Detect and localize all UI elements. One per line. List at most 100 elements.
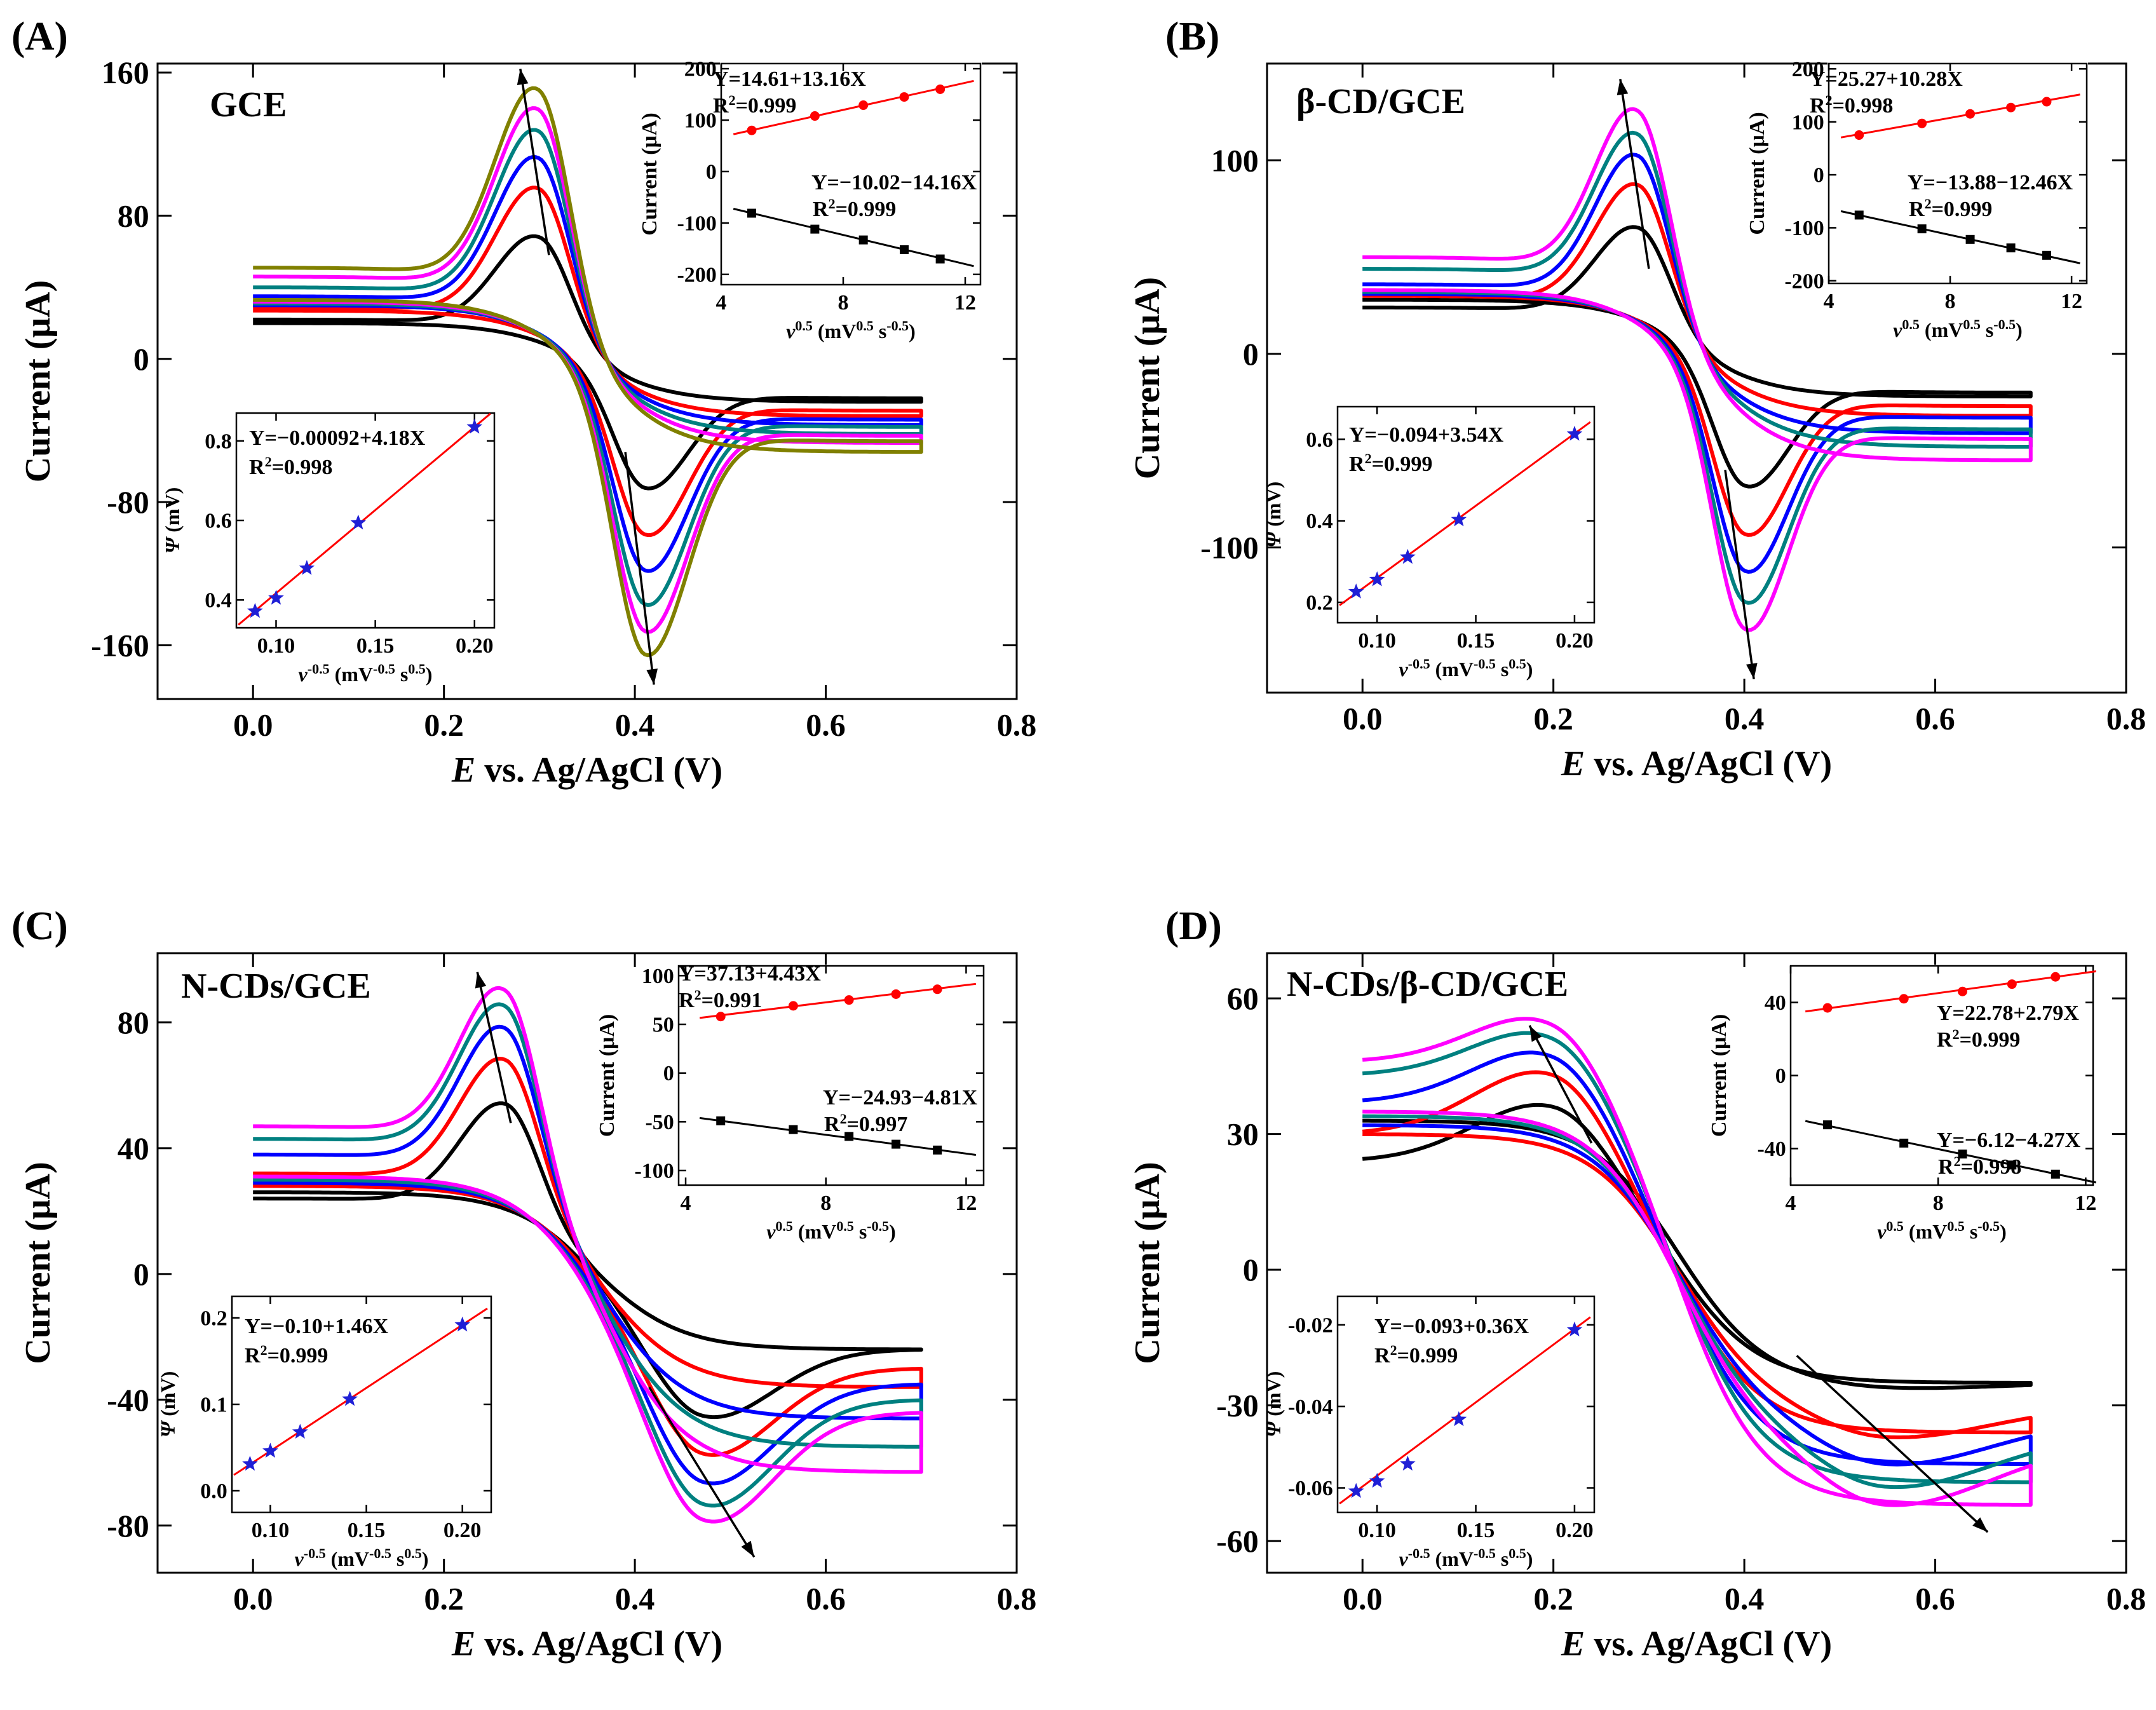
panel-c-inset-current-x-title-tail-sup: -0.5 xyxy=(867,1218,889,1234)
panel-d-inset-current-x-tick-label: 4 xyxy=(1786,1191,1796,1215)
panel-b-inset-current-anodic-point xyxy=(1854,130,1864,140)
panel-a-inset-psi-y-tick-label: 0.4 xyxy=(205,589,232,613)
panel-d-inset-current-y-title: Current (μA) xyxy=(1707,1014,1731,1137)
panel-d-inset-current-cathodic-point xyxy=(1823,1120,1833,1130)
panel-d-y-tick-label: -60 xyxy=(1216,1523,1259,1559)
panel-a-y-axis-title: Current (μA) xyxy=(18,280,58,482)
panel-b-inset-psi-y-tick-label: 0.6 xyxy=(1306,428,1333,452)
panel-c-inset-psi-point xyxy=(292,1423,308,1439)
panel-a-cathodic-arrow xyxy=(624,452,655,685)
panel-c-inset-psi-bg xyxy=(231,1295,492,1514)
panel-d-x-tick-label: 0.8 xyxy=(2106,1581,2146,1617)
panel-d-inset-psi-x-title-close: ) xyxy=(1526,1547,1533,1570)
panel-b-inset-psi-r2-prefix: R xyxy=(1349,452,1365,476)
panel-c-inset-current-plot-frame xyxy=(677,965,985,1186)
panel-d-inset-current-cathodic-point xyxy=(1958,1150,1967,1159)
panel-d-inset-psi-plot-frame xyxy=(1336,1295,1596,1514)
panel-d-inset-psi-x-tick-label: 0.10 xyxy=(1358,1519,1396,1542)
panel-c-inset-current-anodic-r2-value: =0.991 xyxy=(702,989,763,1012)
panel-a-anodic-arrow xyxy=(519,69,550,255)
panel-c-y-tick-label: 40 xyxy=(118,1130,149,1166)
panel-a-inset-current-y-tick-label: 200 xyxy=(684,58,717,81)
panel-d-inset-psi-x-tick-label: 0.15 xyxy=(1457,1519,1495,1542)
panel-b-x-tick-label: 0.2 xyxy=(1533,701,1573,736)
panel-a-inset-current-y-tick-label: 0 xyxy=(706,161,717,184)
panel-b-inset-current-cathodic-point xyxy=(2006,243,2016,253)
panel-d-cv-curve-2 xyxy=(1362,1070,2033,1439)
panel-c-inset-psi-x-title-units-sup: -0.5 xyxy=(369,1545,391,1561)
panel-a-inset-psi-r2-sup: 2 xyxy=(265,454,272,470)
panel-d-x-axis-title-rest: vs. Ag/AgCl (V) xyxy=(1585,1624,1832,1664)
panel-a-inset-current-cathodic-equation: Y=−10.02−14.16X xyxy=(811,171,977,194)
panel-d-inset-psi-y-tick-label: -0.02 xyxy=(1288,1313,1333,1337)
panel-b-inset-current-x-title-units: (mV xyxy=(1920,318,1963,341)
panel-b-inset-current-y-tick-label: -200 xyxy=(1784,269,1824,293)
panel-a-inset-current-plot-frame xyxy=(720,62,982,286)
panel-d-inset-current-bg xyxy=(1789,965,2094,1186)
panel-a-inset-psi-x-title-units-sup: -0.5 xyxy=(373,661,395,677)
panel-b-inset-current-anodic-point xyxy=(1965,109,1976,119)
panel-d-inset-current-cathodic-r2-sup: 2 xyxy=(1954,1153,1961,1169)
panel-b-inset-current-cathodic-equation: Y=−13.88−12.46X xyxy=(1908,171,2073,194)
panel-c-cathodic-arrow xyxy=(648,1387,756,1558)
panel-b-inset-psi-plot-frame xyxy=(1336,405,1596,624)
panel-c-cv-curve-2 xyxy=(253,1057,923,1457)
panel-a-inset-psi-y-title-rest: (mV) xyxy=(161,487,184,538)
panel-a-plot-frame xyxy=(156,62,1018,700)
panel-c-inset-psi-x-title-units: (mV xyxy=(326,1547,369,1570)
panel-b-inset-current-y-tick-label: 200 xyxy=(1792,58,1824,81)
panel-d-inset-current-y-tick-label: 0 xyxy=(1775,1064,1786,1088)
panel-c-inset-current-cathodic-point xyxy=(716,1116,726,1125)
panel-d-inset-current-anodic-point xyxy=(2007,979,2017,989)
panel-c-inset-psi-point xyxy=(454,1316,470,1332)
panel-a-inset-current-x-tick-label: 4 xyxy=(716,291,727,315)
panel-b-inset-current-x-title-sup: 0.5 xyxy=(1902,316,1920,332)
panel-b-inset-current-x-tick-label: 12 xyxy=(2061,290,2082,313)
panel-b-inset-psi-fit-line xyxy=(1339,421,1591,606)
panel-b-inset-current-cathodic-point xyxy=(1917,224,1927,234)
panel-b-y-tick-label: 100 xyxy=(1211,142,1259,178)
panel-b-inset-current-cathodic-r2-sup: 2 xyxy=(1925,196,1932,212)
panel-b-inset-current-anodic-r2-sup: 2 xyxy=(1826,92,1833,108)
panel-c-inset-current-x-title-close: ) xyxy=(889,1220,896,1243)
panel-b-inset-current-y-tick-label: 100 xyxy=(1792,111,1824,134)
panel-a-inset-current-anodic-point xyxy=(935,84,946,94)
panel-d-inset-current-x-tick-label: 8 xyxy=(1933,1191,1944,1215)
panel-d-inset-psi-x-title-units: (mV xyxy=(1430,1547,1474,1570)
panel-a-inset-psi-x-title-base: ν xyxy=(299,663,308,686)
panel-a-inset-psi-point xyxy=(299,560,315,575)
panel-b-x-tick-label: 0.8 xyxy=(2106,701,2146,736)
panel-b-inset-psi-x-title-close: ) xyxy=(1526,658,1533,681)
panel-d-inset-current-cathodic-equation: Y=−6.12−4.27X xyxy=(1937,1129,2081,1152)
panel-b-inset-psi-point xyxy=(1566,426,1583,441)
panel-d: (D) 0.0 0.2 0.4 0.6 0.8 -60 -30 0 30 60 E vs. Ag/Ag… xyxy=(1128,903,2146,1664)
panel-c-inset-psi-r2: R2=0.999 xyxy=(245,1342,328,1367)
panel-b-inset-current-cathodic-point xyxy=(1965,234,1975,244)
panel-c-inset-psi-y-title-rest: (mV) xyxy=(156,1371,179,1422)
panel-b-cathodic-arrow xyxy=(1724,470,1755,679)
panel-c-inset-current-anodic-point xyxy=(788,1001,798,1011)
panel-d-inset-current-x-title-tail-sup: -0.5 xyxy=(1977,1218,2000,1234)
panel-a-inset-psi-r2-prefix: R xyxy=(249,456,265,479)
panel-d-inset-psi-x-title-sup: -0.5 xyxy=(1408,1545,1430,1561)
panel-b-inset-psi-x-tick-label: 0.10 xyxy=(1358,629,1396,653)
panel-c-x-axis-title-italic: E xyxy=(451,1624,475,1664)
panel-d-inset-current-y-tick-label: -40 xyxy=(1757,1137,1786,1161)
panel-c-inset-current-anodic-r2-sup: 2 xyxy=(695,987,702,1003)
panel-c-inset-current-anodic-r2-prefix: R xyxy=(679,989,695,1012)
panel-c-y-tick-label: 80 xyxy=(118,1005,149,1040)
panel-d-inset-current-cathodic-point xyxy=(2051,1169,2060,1179)
panel-a-cathodic-arrow-head xyxy=(646,668,658,685)
panel-a-inset-current-anodic-point xyxy=(810,111,820,121)
panel-a-x-tick-label: 0.2 xyxy=(424,707,464,743)
panel-c-inset-psi-point xyxy=(262,1442,278,1458)
panel-c-inset-current-anodic-point xyxy=(891,989,901,999)
panel-a-inset-current-cathodic-point xyxy=(900,245,909,254)
panel-b-inset-current-cathodic-fit-line xyxy=(1840,210,2080,264)
panel-b: (B) 0.0 0.2 0.4 0.6 0.8 -100 0 100 E vs. Ag/AgCl … xyxy=(1128,13,2146,784)
panel-c-inset-current-x-tick-label: 8 xyxy=(820,1191,831,1215)
panel-d-inset-psi-y-title-italic: Ψ xyxy=(1262,1420,1285,1437)
panel-d-x-axis-title: E vs. Ag/AgCl (V) xyxy=(1561,1624,1832,1664)
panel-a-inset-current-anodic-r2-value: =0.999 xyxy=(736,94,797,118)
panel-c-inset-psi-point xyxy=(242,1455,258,1471)
